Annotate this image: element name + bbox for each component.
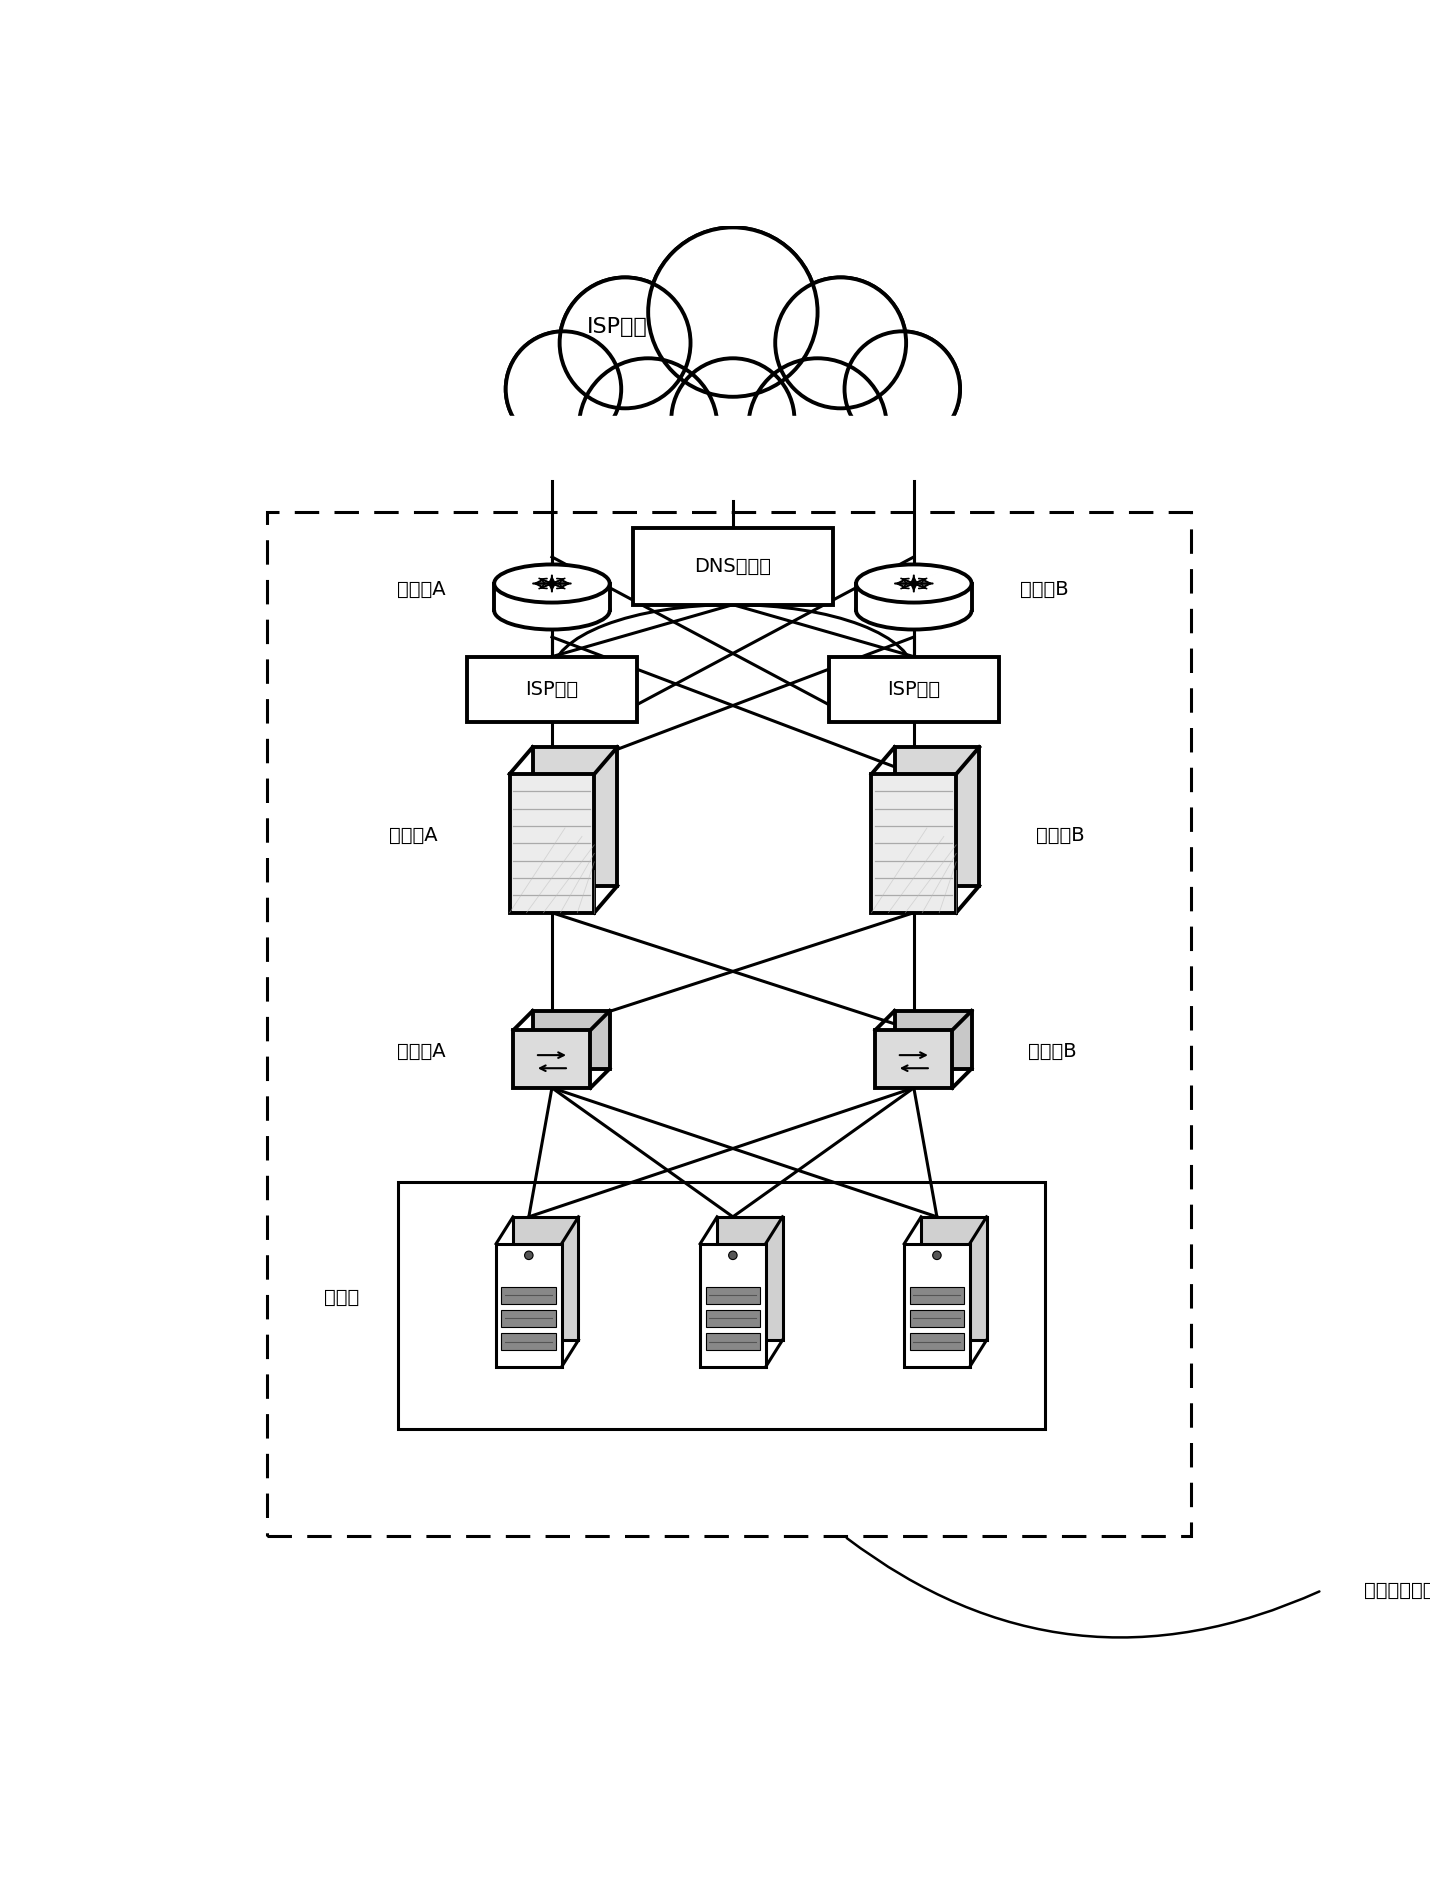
Circle shape bbox=[649, 230, 817, 395]
Polygon shape bbox=[509, 774, 595, 913]
Text: 交换机B: 交换机B bbox=[1028, 1043, 1077, 1061]
Bar bbox=[705, 1332, 761, 1349]
Polygon shape bbox=[495, 583, 609, 610]
Text: 防火墙B: 防火墙B bbox=[1035, 826, 1084, 845]
Circle shape bbox=[525, 1252, 533, 1259]
Bar bbox=[909, 1310, 964, 1327]
Polygon shape bbox=[895, 1011, 971, 1069]
Bar bbox=[909, 1332, 964, 1349]
Text: 服务器: 服务器 bbox=[325, 1287, 359, 1308]
Circle shape bbox=[775, 277, 907, 408]
Text: 数据中心网络: 数据中心网络 bbox=[1364, 1581, 1430, 1600]
Circle shape bbox=[776, 279, 905, 407]
Polygon shape bbox=[921, 1218, 987, 1340]
Ellipse shape bbox=[495, 591, 609, 629]
Circle shape bbox=[749, 359, 885, 495]
Bar bbox=[829, 657, 998, 723]
Circle shape bbox=[581, 359, 716, 495]
Ellipse shape bbox=[495, 565, 609, 602]
Circle shape bbox=[932, 1252, 941, 1259]
Polygon shape bbox=[513, 1218, 579, 1340]
Bar bbox=[486, 416, 980, 501]
Circle shape bbox=[729, 1252, 736, 1259]
Bar bbox=[909, 1287, 964, 1304]
Text: ISP网络: ISP网络 bbox=[586, 318, 648, 337]
Text: 交换机A: 交换机A bbox=[396, 1043, 445, 1061]
Ellipse shape bbox=[857, 565, 971, 602]
Polygon shape bbox=[871, 774, 957, 913]
Bar bbox=[502, 1332, 556, 1349]
Text: ISP网关: ISP网关 bbox=[525, 679, 579, 698]
Bar bbox=[632, 527, 832, 604]
Circle shape bbox=[671, 358, 795, 482]
Circle shape bbox=[648, 228, 818, 397]
Bar bbox=[705, 1287, 761, 1304]
Bar bbox=[398, 1182, 1045, 1428]
Polygon shape bbox=[895, 747, 980, 886]
Circle shape bbox=[506, 333, 621, 446]
Polygon shape bbox=[532, 747, 618, 886]
Circle shape bbox=[579, 358, 718, 497]
Polygon shape bbox=[716, 1218, 782, 1340]
Circle shape bbox=[845, 331, 960, 446]
Bar bbox=[468, 657, 636, 723]
Polygon shape bbox=[857, 583, 971, 610]
Circle shape bbox=[672, 359, 794, 480]
Circle shape bbox=[748, 358, 887, 497]
Circle shape bbox=[561, 279, 689, 407]
Text: 路由器B: 路由器B bbox=[1021, 580, 1070, 598]
Circle shape bbox=[845, 333, 960, 446]
Bar bbox=[502, 1310, 556, 1327]
Polygon shape bbox=[513, 1029, 591, 1088]
Circle shape bbox=[506, 331, 621, 446]
Ellipse shape bbox=[857, 591, 971, 629]
Polygon shape bbox=[496, 1244, 562, 1366]
Bar bbox=[705, 1310, 761, 1327]
Bar bbox=[267, 512, 1191, 1536]
Polygon shape bbox=[904, 1244, 970, 1366]
Text: 防火墙A: 防火墙A bbox=[389, 826, 438, 845]
Text: ISP网关: ISP网关 bbox=[887, 679, 941, 698]
Text: DNS服务器: DNS服务器 bbox=[695, 557, 771, 576]
Polygon shape bbox=[875, 1029, 952, 1088]
Circle shape bbox=[559, 277, 691, 408]
Polygon shape bbox=[532, 1011, 609, 1069]
Bar bbox=[502, 1287, 556, 1304]
Text: 路由器A: 路由器A bbox=[396, 580, 445, 598]
Polygon shape bbox=[701, 1244, 765, 1366]
